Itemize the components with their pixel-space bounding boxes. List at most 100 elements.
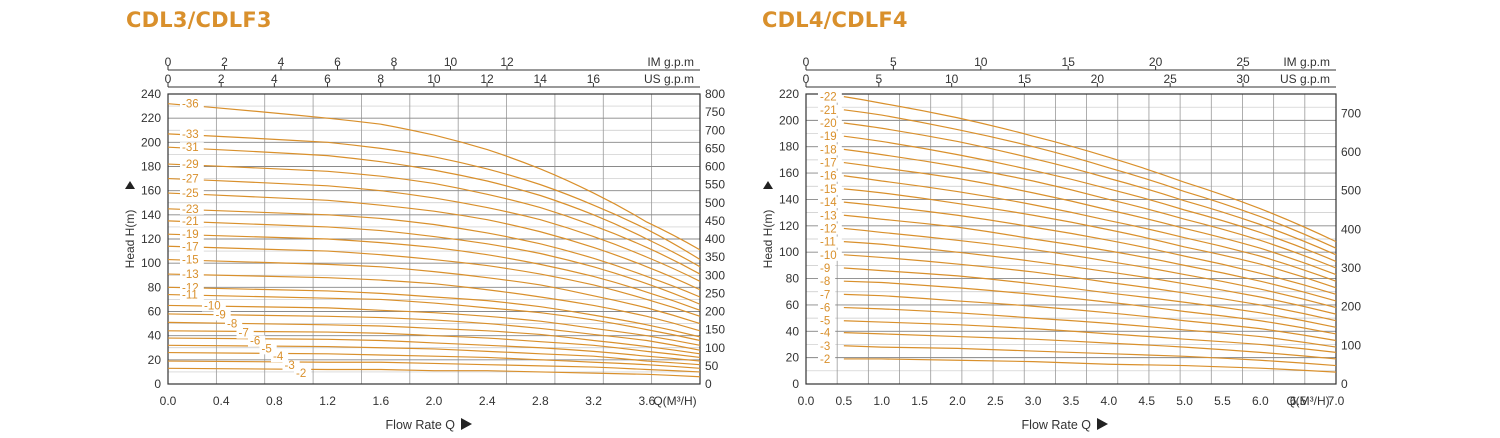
series-curve [167,273,701,332]
top-axis-tick-label: 15 [1062,55,1076,69]
y-axis-title: Head H(m) [123,210,137,269]
series-curve [167,133,701,261]
series-label-bg [294,368,312,380]
x-tick-label: 3.0 [1025,394,1042,408]
series-curve [167,351,701,369]
x-axis: 0.0 0.4 0.8 1.2 1.6 2.0 2.4 2.8 3.2 3.6Q(M³/H) [160,394,697,408]
series-label: -33 [182,129,199,141]
y-tick-label: 220 [779,87,799,101]
top-axis-tick-label: 15 [1018,72,1032,86]
series-label-bg [818,183,842,195]
series-curve [843,320,1337,353]
top-axis-tick-label: 30 [1236,72,1250,86]
top-axis-im: 0 5 10 15 20 25 IM g.p.m [803,55,1336,71]
series-curve [167,177,701,282]
series-label: -13 [182,269,199,281]
series-label-bg [818,157,842,169]
series-label: -21 [182,216,199,228]
top-axis-tick-label: 4 [271,72,278,86]
series-curve [167,344,701,366]
series-curve [167,367,701,378]
series-curve [167,330,701,359]
series-label-bg [818,210,842,222]
top-axis-tick-label: 12 [500,55,514,69]
series-curve [843,148,1337,269]
series-curve [167,360,701,373]
series-label-bg [259,343,277,355]
series-label-bg [818,144,842,156]
series-curve [167,313,701,351]
y-tick-label: 20 [786,351,800,365]
x-tick-label: 5.0 [1176,394,1193,408]
series-label: -29 [182,159,199,171]
right-tick-label: 0 [705,377,712,391]
series-label-bg [818,276,836,288]
y-tick-label: 120 [779,219,799,233]
series-curve [167,103,701,251]
y-tick-label: 40 [786,324,800,338]
series-label: -22 [820,92,837,104]
series-label-bg [818,170,842,182]
top-axis-label: US g.p.m [644,72,694,86]
chart-cdl3: CDL3/CDLF3 0 2 4 6 8 10 12 IM g.p.m 0 2 4 6 8 10 12 14 1… [0,0,740,438]
series-label-bg [180,142,204,154]
series-curve [843,306,1337,348]
series-curve [843,241,1337,315]
series-label-bg [818,131,842,143]
top-axis-im: 0 2 4 6 8 10 12 IM g.p.m [165,55,700,71]
top-axis-tick-label: 0 [803,72,810,86]
series-label: -25 [182,188,199,200]
right-axis: 0 50 100 150 200 250 300 350 400 450 500 550 600 650 7… [705,87,725,391]
series-curve [843,254,1337,322]
series-label-bg [236,327,254,339]
right-tick-label: 600 [705,160,725,174]
series-curve [843,135,1337,262]
right-tick-label: 400 [705,232,725,246]
series-label-bg [180,289,204,301]
series-label-bg [818,223,842,235]
series-curve [167,192,701,291]
chart-cdl4-plot: 0 5 10 15 20 25 IM g.p.m0 5 10 15 20 25 30 US g.p.m02… [761,55,1361,432]
series-label-bg [180,159,204,171]
series-curve [843,358,1337,373]
series-label: -27 [182,174,199,186]
right-tick-label: 550 [705,178,725,192]
series-label: -2 [296,368,306,380]
right-tick-label: 800 [705,87,725,101]
series-curve [167,304,701,346]
x-axis-title: Flow Rate Q [386,418,456,432]
x-tick-label: 6.5 [1290,394,1307,408]
series-curves [843,96,1337,373]
top-axis-tick-label: 20 [1091,72,1105,86]
right-tick-label: 400 [1341,222,1361,236]
series-label: -9 [820,263,830,275]
series-curve [167,258,701,325]
series-curve [167,321,701,355]
series-label-bg [818,104,842,116]
top-axis-us: 0 5 10 15 20 25 30 US g.p.m [803,72,1336,88]
series-label: -14 [820,197,837,209]
right-tick-label: 300 [1341,261,1361,275]
y-tick-label: 180 [141,160,161,174]
series-label: -3 [285,360,295,372]
x-tick-label: 3.6 [638,394,655,408]
y-axis-arrow-icon [763,181,773,189]
series-label-bg [818,263,836,274]
series-label: -9 [216,310,226,322]
x-tick-label: 4.5 [1138,394,1155,408]
series-label-bg [213,309,231,321]
x-tick-label: 6.0 [1252,394,1269,408]
series-labels: -36-33-31-29-27-25-23-21-19-17-15-13-12-… [180,98,312,380]
y-tick-label: 80 [148,280,162,294]
right-tick-label: 500 [1341,184,1361,198]
right-tick-label: 100 [705,341,725,355]
x-unit-label: Q(M³/H) [653,394,696,408]
series-label: -10 [204,300,221,312]
series-label: -7 [820,289,830,301]
right-tick-label: 750 [705,105,725,119]
series-label-bg [180,254,204,266]
top-axis-tick-label: 0 [165,72,172,86]
y-axis-label: Head H(m) [761,210,775,269]
top-axis-tick-label: 5 [890,55,897,69]
y-axis-title: Head H(m) [761,210,775,269]
